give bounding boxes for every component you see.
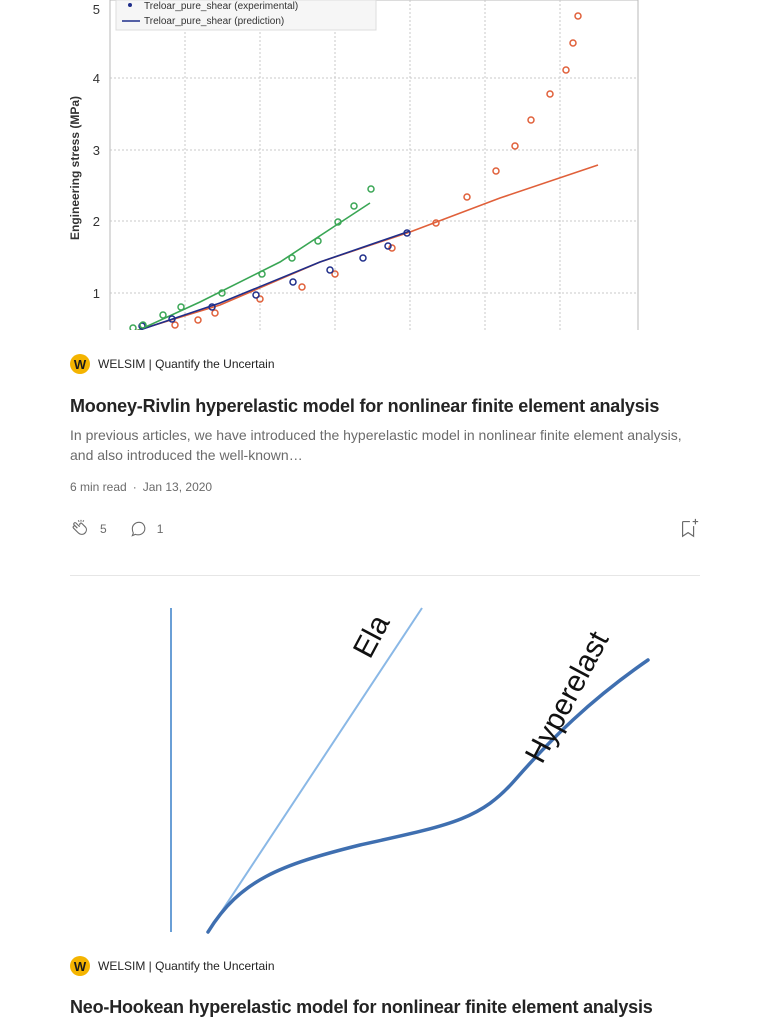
y-axis-label: Engineering stress (MPa) (70, 96, 82, 240)
elastic-vs-hyperelastic-diagram: Ela Hyperelast (170, 607, 650, 934)
meta-separator: · (132, 480, 137, 494)
publication-row[interactable]: W WELSIM | Quantify the Uncertain (70, 354, 275, 374)
card-divider (70, 575, 700, 576)
comment-icon[interactable] (129, 519, 149, 539)
legend-prediction: Treloar_pure_shear (prediction) (144, 16, 284, 27)
clap-icon[interactable] (70, 518, 92, 540)
legend-experimental: Treloar_pure_shear (experimental) (144, 1, 298, 12)
ytick-3: 3 (93, 143, 100, 158)
ytick-2: 2 (93, 214, 100, 229)
article-title[interactable]: Mooney-Rivlin hyperelastic model for non… (70, 396, 660, 416)
ytick-4: 4 (93, 71, 100, 86)
article-actions: 5 1 (70, 518, 163, 540)
read-time: 6 min read (70, 480, 127, 494)
article-thumbnail-diagram[interactable]: Ela Hyperelast (70, 600, 700, 940)
bookmark-add-icon[interactable] (678, 516, 700, 545)
welsim-logo[interactable]: W (70, 354, 90, 374)
article-thumbnail-chart[interactable]: 5 4 3 2 1 Engineering stress (MPa) Trelo… (70, 0, 640, 330)
publish-date: Jan 13, 2020 (142, 480, 213, 494)
publication-row[interactable]: W WELSIM | Quantify the Uncertain (70, 956, 275, 976)
article-meta: 6 min read · Jan 13, 2020 (70, 480, 212, 494)
blue-prediction-line (137, 230, 411, 330)
publication-name[interactable]: WELSIM | Quantify the Uncertain (98, 959, 275, 973)
elastic-label: Ela (347, 609, 397, 663)
welsim-logo[interactable]: W (70, 956, 90, 976)
comment-count: 1 (156, 522, 164, 536)
clap-count: 5 (100, 522, 107, 536)
publication-name[interactable]: WELSIM | Quantify the Uncertain (98, 357, 275, 371)
ytick-1: 1 (93, 286, 100, 301)
article-title[interactable]: Neo-Hookean hyperelastic model for nonli… (70, 997, 653, 1017)
ytick-5: 5 (93, 2, 100, 17)
stress-chart: 5 4 3 2 1 Engineering stress (MPa) Trelo… (70, 0, 639, 330)
article-description[interactable]: In previous articles, we have introduced… (70, 427, 682, 463)
